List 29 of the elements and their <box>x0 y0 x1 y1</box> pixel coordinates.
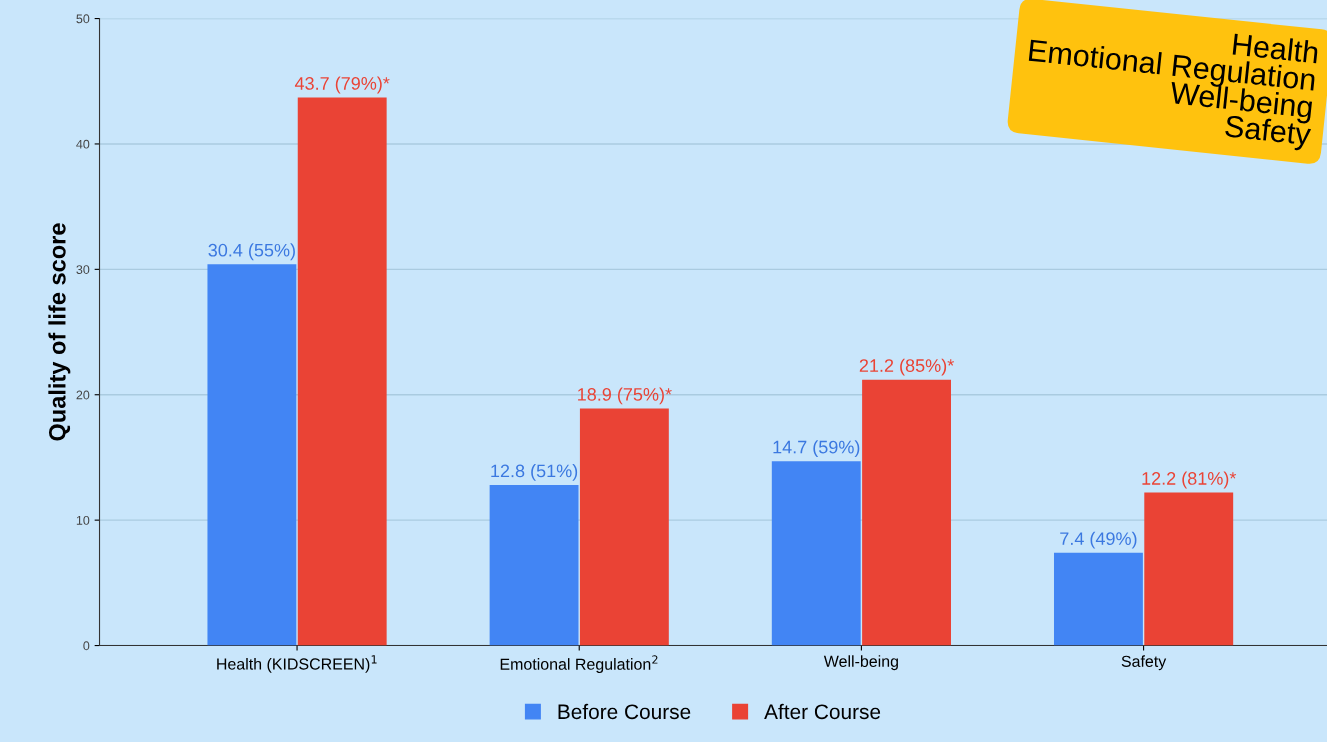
bar <box>297 97 387 646</box>
data-label: 12.2 (81%)* <box>1142 471 1237 489</box>
data-label: 43.7 (79%)* <box>294 76 390 94</box>
x-tick-label: Health (KIDSCREEN)$^{1}$ <box>217 655 377 673</box>
bar <box>489 485 579 646</box>
y-tick-label: 40 <box>76 139 90 149</box>
y-tick-label: 10 <box>76 515 90 525</box>
legend-label: Before Course <box>558 703 691 720</box>
data-label: 7.4 (49%) <box>1060 531 1137 549</box>
data-label: 12.8 (51%) <box>491 464 578 481</box>
bar <box>771 461 861 646</box>
data-label: 18.9 (75%)* <box>578 387 672 405</box>
x-tick-label: Emotional Regulation$^{2}$ <box>500 655 658 673</box>
data-label: 14.7 (59%) <box>773 440 860 458</box>
y-tick-label: 0 <box>83 641 90 651</box>
y-tick-label: 20 <box>76 390 90 400</box>
bar <box>1144 492 1234 646</box>
bar <box>579 408 669 646</box>
y-tick-label: 30 <box>76 265 90 274</box>
y-axis-title: Quality of life score <box>48 223 71 441</box>
data-label: 30.4 (55%) <box>208 243 295 261</box>
bar <box>1053 552 1143 646</box>
x-tick-label: Well-being <box>823 655 898 671</box>
x-tick-label: Safety <box>1121 655 1167 671</box>
data-label: 21.2 (85%)* <box>859 358 954 376</box>
bar <box>862 379 951 646</box>
bar <box>207 264 297 646</box>
legend-label: After Course <box>764 703 881 720</box>
y-tick-label: 50 <box>76 14 90 24</box>
